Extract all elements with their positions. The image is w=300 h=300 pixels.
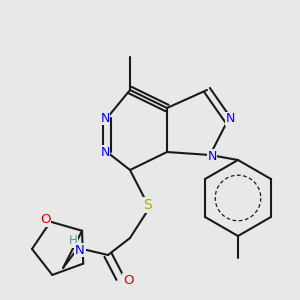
Text: N: N [75, 244, 85, 256]
Text: N: N [100, 146, 110, 158]
Text: S: S [144, 198, 152, 212]
Text: N: N [100, 112, 110, 124]
Text: N: N [225, 112, 235, 125]
Text: N: N [207, 149, 217, 163]
Text: H: H [69, 235, 77, 248]
Text: O: O [40, 213, 51, 226]
Text: O: O [123, 274, 133, 286]
